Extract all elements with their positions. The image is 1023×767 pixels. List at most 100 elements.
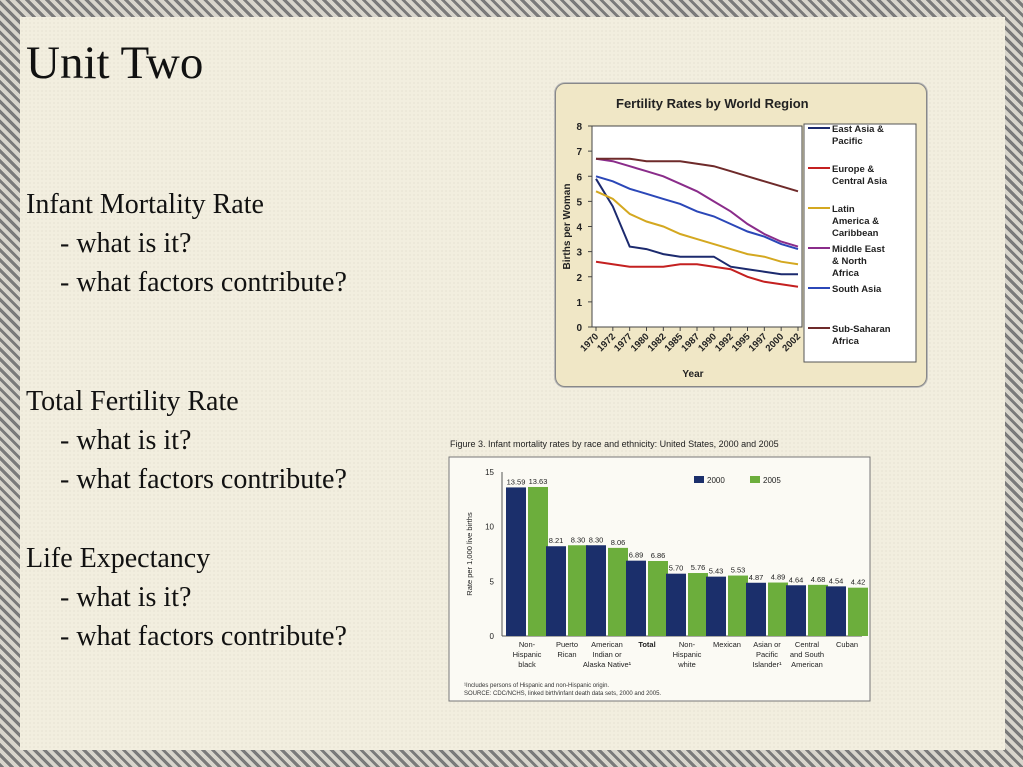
infant-chart-title: Figure 3. Infant mortality rates by race… bbox=[450, 439, 779, 449]
infant-category-label: Mexican bbox=[713, 640, 741, 649]
fertility-x-label: Year bbox=[682, 369, 703, 380]
fertility-legend-label: Europe & bbox=[832, 164, 874, 175]
slide-title: Unit Two bbox=[26, 37, 204, 89]
bullet-infant-what: - what is it? bbox=[60, 228, 192, 259]
infant-bar-value-label: 4.64 bbox=[789, 575, 804, 584]
infant-category-label: Rican bbox=[557, 650, 576, 659]
fertility-line-series bbox=[595, 178, 798, 276]
infant-mortality-chart-svg: Figure 3. Infant mortality rates by race… bbox=[448, 439, 871, 702]
fertility-legend-label: Middle East bbox=[832, 244, 886, 255]
fertility-y-label: Births per Woman bbox=[562, 184, 573, 270]
infant-category-label: white bbox=[677, 660, 696, 669]
infant-bar bbox=[848, 587, 868, 636]
fertility-chart-title: Fertility Rates by World Region bbox=[616, 96, 809, 111]
bullet-fertility-factors: - what factors contribute? bbox=[60, 464, 347, 495]
heading-life-expectancy: Life Expectancy bbox=[26, 543, 211, 574]
heading-infant-mortality: Infant Mortality Rate bbox=[26, 189, 264, 220]
infant-category-label: Indian or bbox=[592, 650, 622, 659]
fertility-y-tick: 0 bbox=[576, 323, 582, 334]
infant-mortality-chart: Figure 3. Infant mortality rates by race… bbox=[432, 436, 876, 704]
infant-category-label: Islander¹ bbox=[752, 660, 782, 669]
infant-bar-value-label: 8.30 bbox=[571, 535, 586, 544]
heading-fertility: Total Fertility Rate bbox=[26, 386, 239, 417]
infant-bar bbox=[626, 560, 646, 636]
infant-bar bbox=[666, 573, 686, 636]
fertility-line-series bbox=[595, 157, 799, 248]
infant-bar bbox=[746, 582, 766, 636]
fertility-legend-label: Sub-Saharan bbox=[832, 324, 891, 335]
fertility-chart-svg: Fertility Rates by World Region 0 1 2 3 4 5 6 7… bbox=[562, 96, 917, 380]
infant-category-label: Puerto bbox=[556, 640, 578, 649]
infant-bar bbox=[808, 584, 828, 636]
infant-category-label: Non- bbox=[519, 640, 536, 649]
fertility-legend-label: Pacific bbox=[832, 136, 863, 147]
infant-category-label: Asian or bbox=[753, 640, 781, 649]
infant-category-label: Hispanic bbox=[513, 650, 542, 659]
fertility-line-series bbox=[595, 190, 799, 266]
fertility-y-tick: 4 bbox=[576, 223, 582, 234]
bullet-fertility-what: - what is it? bbox=[60, 425, 192, 456]
infant-category-label: Central bbox=[795, 640, 820, 649]
infant-bar-value-label: 13.63 bbox=[529, 477, 548, 486]
infant-y-tick: 0 bbox=[490, 632, 495, 641]
fertility-legend-label: East Asia & bbox=[832, 124, 884, 135]
infant-legend-swatch bbox=[694, 476, 704, 483]
infant-bar-value-label: 6.89 bbox=[629, 551, 644, 560]
infant-category-label: black bbox=[518, 660, 536, 669]
infant-category-label: and South bbox=[790, 650, 824, 659]
fertility-line-series bbox=[595, 175, 799, 251]
infant-category-label: Hispanic bbox=[673, 650, 702, 659]
infant-bar bbox=[608, 547, 628, 636]
infant-legend-swatch bbox=[750, 476, 760, 483]
fertility-legend-label: America & bbox=[832, 216, 879, 227]
infant-bar bbox=[688, 573, 708, 636]
infant-bar-value-label: 8.06 bbox=[611, 538, 626, 547]
infant-bar bbox=[546, 546, 566, 636]
fertility-legend-label: South Asia bbox=[832, 284, 882, 295]
infant-bar-value-label: 4.54 bbox=[829, 576, 844, 585]
infant-category-label: Pacific bbox=[756, 650, 778, 659]
infant-bar-value-label: 8.30 bbox=[589, 535, 604, 544]
fertility-line-series bbox=[595, 260, 799, 288]
infant-bar bbox=[528, 486, 548, 636]
infant-bar-value-label: 5.43 bbox=[709, 567, 724, 576]
infant-bar bbox=[586, 545, 606, 636]
fertility-y-tick: 3 bbox=[576, 248, 582, 259]
infant-chart-source: SOURCE: CDC/NCHS, linked birth/infant de… bbox=[464, 691, 661, 697]
infant-category-label: American bbox=[791, 660, 823, 669]
infant-bar-value-label: 4.87 bbox=[749, 573, 764, 582]
fertility-plot-area bbox=[591, 125, 803, 328]
infant-bar bbox=[786, 585, 806, 636]
infant-bar-value-label: 4.42 bbox=[851, 578, 866, 587]
infant-y-tick: 5 bbox=[490, 577, 495, 586]
infant-bar bbox=[506, 487, 526, 636]
infant-bar-value-label: 6.86 bbox=[651, 551, 666, 560]
fertility-legend-label: Latin bbox=[832, 204, 855, 215]
infant-legend-label: 2005 bbox=[763, 476, 781, 485]
fertility-y-tick: 8 bbox=[576, 122, 582, 133]
infant-category-label: Non- bbox=[679, 640, 696, 649]
fertility-chart: Fertility Rates by World Region 0 1 2 3 4 5 6 7… bbox=[555, 83, 927, 387]
infant-bar-value-label: 5.53 bbox=[731, 566, 746, 575]
bullet-life-what: - what is it? bbox=[60, 582, 192, 613]
infant-bar bbox=[648, 560, 668, 636]
fertility-legend-label: & North bbox=[832, 256, 867, 267]
fertility-x-tick: 2002 bbox=[780, 331, 803, 354]
fertility-line-series bbox=[596, 157, 799, 193]
infant-category-label: Total bbox=[638, 640, 655, 649]
infant-y-label: Rate per 1,000 live births bbox=[465, 512, 474, 596]
fertility-y-tick: 6 bbox=[576, 172, 582, 183]
infant-bar-value-label: 13.59 bbox=[507, 477, 526, 486]
infant-bar bbox=[768, 582, 788, 636]
fertility-y-tick: 1 bbox=[576, 298, 582, 309]
fertility-legend-label: Africa bbox=[832, 268, 860, 279]
fertility-legend-label: Central Asia bbox=[832, 176, 888, 187]
infant-bar-value-label: 5.70 bbox=[669, 564, 684, 573]
fertility-y-tick: 5 bbox=[576, 197, 582, 208]
fertility-legend-box bbox=[803, 123, 917, 363]
infant-bar bbox=[826, 586, 846, 636]
infant-bar-value-label: 4.68 bbox=[811, 575, 826, 584]
infant-category-label: American bbox=[591, 640, 623, 649]
bullet-infant-factors: - what factors contribute? bbox=[60, 267, 347, 298]
infant-category-label: Cuban bbox=[836, 640, 858, 649]
